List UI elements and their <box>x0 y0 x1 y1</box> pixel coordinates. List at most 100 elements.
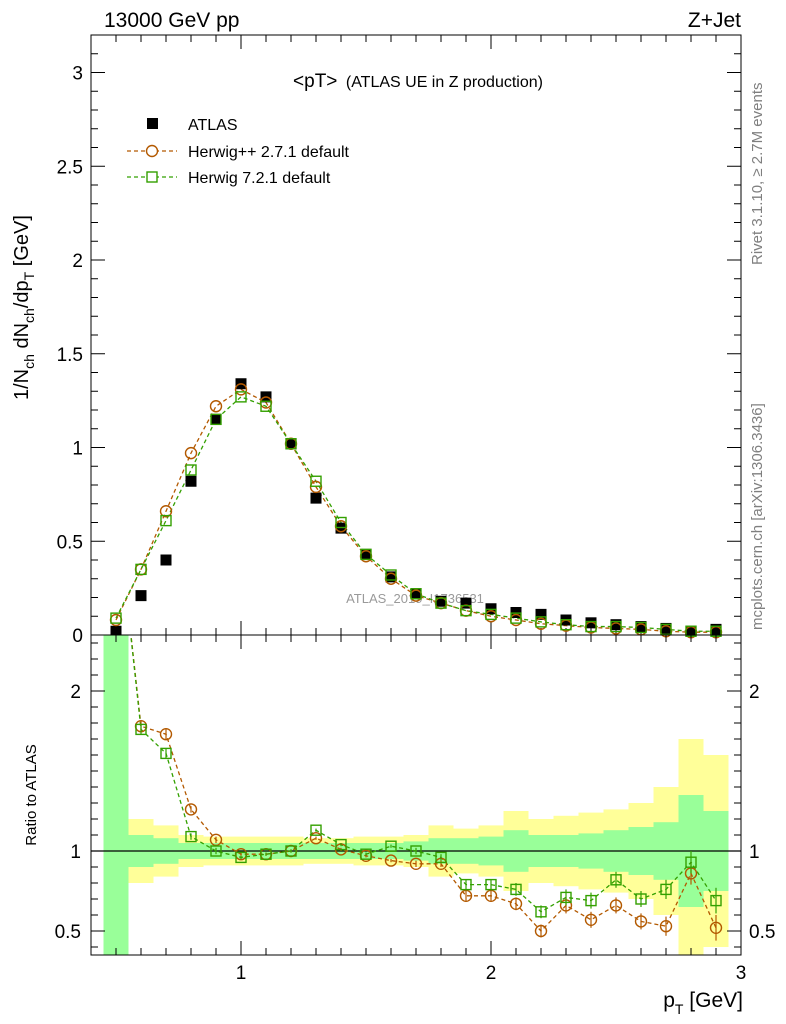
x-tick-label: 2 <box>486 963 497 984</box>
ratio-point-herwigpp <box>184 803 198 816</box>
ratio-point-herwigpp <box>409 857 423 870</box>
atlas-point <box>610 619 622 631</box>
ratio-point-herwig7 <box>360 848 372 860</box>
atlas-point <box>460 597 472 609</box>
ratio-point-herwig7 <box>310 824 322 836</box>
atlas-point <box>160 554 172 566</box>
ratio-point-herwig7 <box>510 883 522 896</box>
legend-label-atlas: ATLAS <box>188 117 238 134</box>
ratio-point-herwig7 <box>435 851 447 864</box>
herwig7-point <box>435 597 447 609</box>
ratio-point-herwig7 <box>560 891 572 904</box>
ratio-point-herwig7 <box>410 845 422 857</box>
ratio-axis-ticks <box>90 635 742 955</box>
ratio-frame <box>90 634 742 956</box>
ratio-point-herwigpp <box>159 728 173 741</box>
ratio-point-herwig7 <box>385 840 397 852</box>
ratio-y-tick-label-right: 2 <box>749 682 760 703</box>
ratio-point-herwig7 <box>585 894 597 907</box>
ratio-point-herwigpp <box>534 924 548 938</box>
main-y-tick-label: 3 <box>72 64 83 85</box>
herwig7-point <box>310 475 322 487</box>
main-y-tick-labels: 0 0.5 1 1.5 2 2.5 3 <box>57 64 83 648</box>
legend: ATLAS Herwig++ 2.7.1 default Herwig 7.2.… <box>127 117 350 187</box>
herwig7-point <box>660 623 672 636</box>
herwigpp-point <box>159 505 173 518</box>
herwigpp-point <box>234 383 248 396</box>
atlas-point <box>185 475 197 487</box>
herwig7-point <box>160 514 172 527</box>
atlas-point <box>310 492 322 504</box>
atlas-point <box>360 548 372 560</box>
ratio-point-herwigpp <box>509 897 523 910</box>
legend-marker-atlas <box>147 118 158 129</box>
atlas-point <box>435 595 447 607</box>
ratio-point-herwig7 <box>235 851 247 864</box>
atlas-point <box>710 623 722 635</box>
ratio-point-herwig7 <box>710 894 722 907</box>
x-tick-label: 3 <box>736 963 747 984</box>
ratio-point-herwig7 <box>485 878 497 891</box>
ratio-point-herwigpp <box>584 913 598 926</box>
main-series-marks <box>109 378 723 639</box>
atlas-point <box>535 608 547 620</box>
herwig7-point <box>610 620 622 633</box>
x-axis-label: pT [GeV] <box>663 989 743 1017</box>
herwig7-point <box>135 563 147 576</box>
main-y-tick-label: 1 <box>72 439 83 460</box>
atlas-point <box>110 625 122 637</box>
herwig7-point <box>235 391 247 403</box>
herwigpp-point <box>209 400 223 413</box>
ratio-point-herwigpp <box>659 920 673 933</box>
herwig7-point <box>210 413 222 426</box>
legend-label-herwigpp: Herwig++ 2.7.1 default <box>188 144 350 161</box>
herwig7-point <box>410 588 422 600</box>
herwig7-point <box>635 621 647 634</box>
herwig7-point <box>285 438 297 450</box>
ratio-point-herwig7 <box>535 906 547 918</box>
legend-label-herwig7: Herwig 7.2.1 default <box>188 170 331 187</box>
atlas-point <box>210 413 222 425</box>
legend-marker-herwigpp <box>145 144 159 158</box>
herwig7-point <box>110 612 122 624</box>
herwig7-point <box>510 612 522 624</box>
ratio-point-herwig7 <box>185 830 197 843</box>
herwig7-point <box>385 569 397 581</box>
atlas-point <box>660 622 672 634</box>
ratio-y-tick-label: 0.5 <box>55 922 81 943</box>
ratio-point-herwigpp <box>309 832 323 845</box>
ratio-point-herwigpp <box>709 921 723 934</box>
ratio-y-axis-label: Ratio to ATLAS <box>23 744 40 845</box>
main-y-tick-label: 1.5 <box>57 345 83 366</box>
rivet-label: Rivet 3.1.10, ≥ 2.7M events <box>749 83 766 266</box>
herwig7-point <box>535 616 547 628</box>
ratio-point-herwigpp <box>209 833 223 846</box>
x-tick-labels: 1 2 3 <box>236 963 747 984</box>
ratio-point-herwigpp <box>384 854 398 867</box>
legend-marker-herwig7 <box>146 171 158 183</box>
atlas-point <box>635 621 647 633</box>
ratio-point-herwig7 <box>685 856 697 868</box>
atlas-point <box>135 590 147 602</box>
ratio-point-herwig7 <box>111 494 121 504</box>
herwigpp-point <box>184 446 198 460</box>
herwig7-point <box>560 618 572 631</box>
ratio-point-herwig7 <box>635 893 647 905</box>
ratio-point-herwigpp <box>459 889 473 902</box>
main-y-tick-label: 0 <box>72 626 83 647</box>
ratio-point-herwigpp <box>484 889 498 902</box>
herwig7-point <box>260 400 272 412</box>
header-right: Z+Jet <box>688 9 741 32</box>
ratio-point-herwigpp <box>634 915 648 928</box>
atlas-point <box>685 625 697 637</box>
x-tick-label: 1 <box>236 963 247 984</box>
main-y-tick-label: 2 <box>72 251 83 272</box>
main-y-tick-label: 0.5 <box>57 532 83 553</box>
plot-title: <pT> (ATLAS UE in Z production) <box>293 71 543 92</box>
herwig7-point <box>585 620 597 633</box>
atlas-point <box>385 571 397 583</box>
ratio-y-tick-label-right: 1 <box>749 842 760 863</box>
main-panel: 00.511.522.53 ATLAS_2019_I1736531 <pT> (… <box>11 34 742 648</box>
ratio-point-herwig7 <box>610 874 622 886</box>
